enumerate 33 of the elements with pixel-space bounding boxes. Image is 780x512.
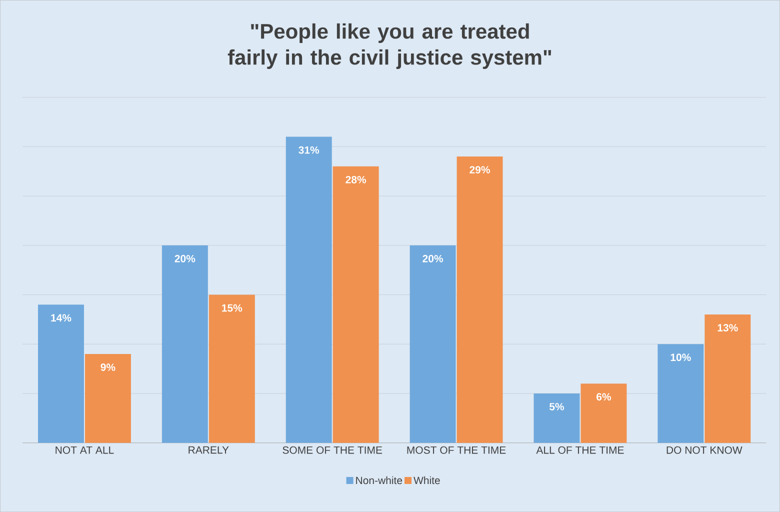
data-label: 10% — [670, 354, 691, 362]
data-label: 5% — [549, 402, 564, 410]
data-label: 20% — [422, 254, 444, 262]
bar — [162, 245, 208, 443]
x-tick-label: NOT AT ALL — [56, 446, 114, 454]
bar — [704, 314, 751, 443]
bar — [208, 294, 255, 443]
bar — [286, 136, 332, 443]
data-label: 29% — [470, 166, 490, 174]
x-tick-label: MOST OF THE TIME — [407, 446, 506, 454]
bar — [580, 384, 627, 443]
bar — [84, 354, 131, 443]
x-tick-label: SOME OF THE TIME — [282, 446, 382, 454]
data-label: 28% — [346, 176, 366, 184]
data-label: 15% — [222, 304, 242, 312]
legend-label: White — [414, 476, 440, 484]
bar — [658, 344, 704, 443]
data-label: 20% — [174, 254, 196, 262]
data-label: 14% — [51, 314, 72, 322]
bar — [534, 393, 580, 443]
chart-title: "People like you are treated fairly in the civil justice system" — [228, 23, 552, 69]
legend-label: Non-white — [356, 476, 402, 484]
bar — [332, 166, 379, 443]
x-tick-label: DO NOT KNOW — [666, 446, 742, 454]
bar — [38, 304, 84, 443]
x-tick-label: RARELY — [188, 446, 229, 454]
bar — [456, 156, 503, 443]
data-label: 13% — [718, 324, 738, 332]
bar — [410, 245, 456, 443]
data-label: 6% — [596, 393, 612, 401]
x-tick-label: ALL OF THE TIME — [536, 446, 624, 454]
data-label: 9% — [100, 363, 116, 371]
data-label: 31% — [298, 146, 320, 154]
